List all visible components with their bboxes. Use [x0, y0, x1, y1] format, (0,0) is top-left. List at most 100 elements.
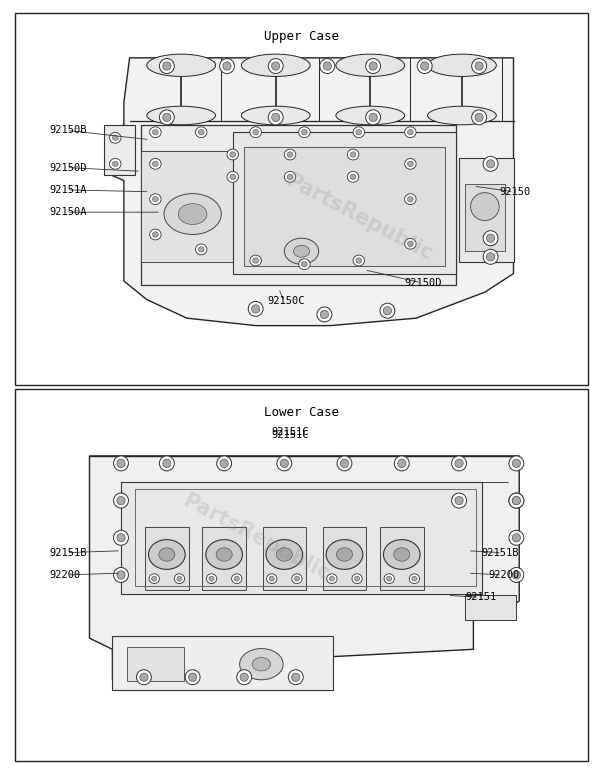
- Ellipse shape: [248, 301, 263, 317]
- Bar: [112, 636, 333, 690]
- Ellipse shape: [284, 149, 296, 160]
- Ellipse shape: [421, 62, 429, 70]
- Ellipse shape: [284, 171, 296, 182]
- Ellipse shape: [487, 253, 494, 261]
- Ellipse shape: [160, 110, 174, 124]
- Ellipse shape: [185, 670, 200, 685]
- Bar: [323, 527, 366, 590]
- Ellipse shape: [320, 310, 329, 318]
- Ellipse shape: [152, 232, 158, 237]
- Ellipse shape: [149, 229, 161, 240]
- Ellipse shape: [230, 174, 236, 180]
- Ellipse shape: [152, 129, 158, 135]
- Ellipse shape: [272, 62, 280, 70]
- Bar: [121, 482, 482, 594]
- Text: 92151A: 92151A: [49, 185, 87, 194]
- Ellipse shape: [112, 161, 118, 166]
- Ellipse shape: [163, 114, 171, 121]
- Text: 92151C: 92151C: [271, 430, 309, 440]
- Ellipse shape: [417, 58, 432, 74]
- Bar: [141, 151, 267, 262]
- Ellipse shape: [149, 159, 161, 170]
- Ellipse shape: [110, 159, 121, 170]
- Ellipse shape: [369, 62, 377, 70]
- Ellipse shape: [113, 531, 128, 545]
- Ellipse shape: [407, 241, 413, 247]
- Text: Lower Case: Lower Case: [264, 406, 339, 419]
- Ellipse shape: [234, 576, 239, 581]
- Bar: [202, 527, 246, 590]
- Ellipse shape: [356, 258, 362, 263]
- Ellipse shape: [407, 197, 413, 202]
- Text: Upper Case: Upper Case: [264, 30, 339, 43]
- Ellipse shape: [483, 249, 498, 265]
- Ellipse shape: [512, 496, 520, 505]
- Ellipse shape: [487, 234, 494, 242]
- Bar: [141, 124, 456, 285]
- Ellipse shape: [512, 459, 520, 468]
- Ellipse shape: [266, 574, 277, 584]
- Bar: [459, 158, 514, 262]
- Polygon shape: [89, 456, 519, 690]
- Ellipse shape: [152, 161, 158, 166]
- Ellipse shape: [230, 152, 236, 157]
- Text: 92151B: 92151B: [482, 548, 519, 558]
- Ellipse shape: [287, 174, 293, 180]
- Ellipse shape: [253, 129, 259, 135]
- Ellipse shape: [163, 62, 171, 70]
- Ellipse shape: [365, 58, 380, 74]
- Ellipse shape: [196, 127, 207, 138]
- Ellipse shape: [455, 459, 463, 468]
- Ellipse shape: [509, 493, 524, 508]
- Ellipse shape: [302, 129, 307, 135]
- Ellipse shape: [347, 171, 359, 182]
- Text: 92150A: 92150A: [49, 207, 87, 217]
- Ellipse shape: [475, 62, 483, 70]
- Ellipse shape: [241, 107, 310, 124]
- Ellipse shape: [268, 110, 283, 124]
- Polygon shape: [107, 58, 514, 326]
- Ellipse shape: [404, 127, 416, 138]
- Ellipse shape: [196, 244, 207, 254]
- Text: 92150D: 92150D: [404, 278, 442, 288]
- Ellipse shape: [452, 493, 467, 508]
- Ellipse shape: [407, 161, 413, 166]
- Text: 92151: 92151: [465, 592, 496, 602]
- Bar: [104, 124, 136, 175]
- Ellipse shape: [199, 247, 204, 252]
- Ellipse shape: [287, 152, 293, 157]
- Ellipse shape: [355, 576, 359, 581]
- Ellipse shape: [232, 574, 242, 584]
- Bar: [145, 527, 188, 590]
- Ellipse shape: [188, 673, 197, 682]
- Ellipse shape: [336, 107, 404, 124]
- Ellipse shape: [147, 107, 215, 124]
- Ellipse shape: [329, 576, 334, 581]
- Ellipse shape: [174, 574, 185, 584]
- Ellipse shape: [160, 58, 174, 74]
- Ellipse shape: [152, 197, 158, 202]
- Ellipse shape: [302, 261, 307, 267]
- Ellipse shape: [178, 204, 207, 225]
- Ellipse shape: [404, 159, 416, 170]
- Ellipse shape: [380, 303, 395, 318]
- Ellipse shape: [412, 576, 417, 581]
- Ellipse shape: [276, 548, 292, 561]
- Ellipse shape: [337, 456, 352, 471]
- Ellipse shape: [112, 135, 118, 141]
- Ellipse shape: [326, 540, 363, 569]
- Ellipse shape: [475, 114, 483, 121]
- Ellipse shape: [140, 673, 148, 682]
- Ellipse shape: [384, 574, 394, 584]
- Bar: [233, 132, 456, 274]
- Ellipse shape: [209, 576, 214, 581]
- Ellipse shape: [241, 54, 310, 76]
- Text: 92150C: 92150C: [267, 296, 305, 307]
- Ellipse shape: [327, 574, 337, 584]
- Ellipse shape: [250, 127, 262, 138]
- Text: 92150B: 92150B: [49, 125, 87, 135]
- Ellipse shape: [152, 576, 157, 581]
- Ellipse shape: [250, 255, 262, 266]
- Ellipse shape: [220, 459, 228, 468]
- Ellipse shape: [347, 149, 359, 160]
